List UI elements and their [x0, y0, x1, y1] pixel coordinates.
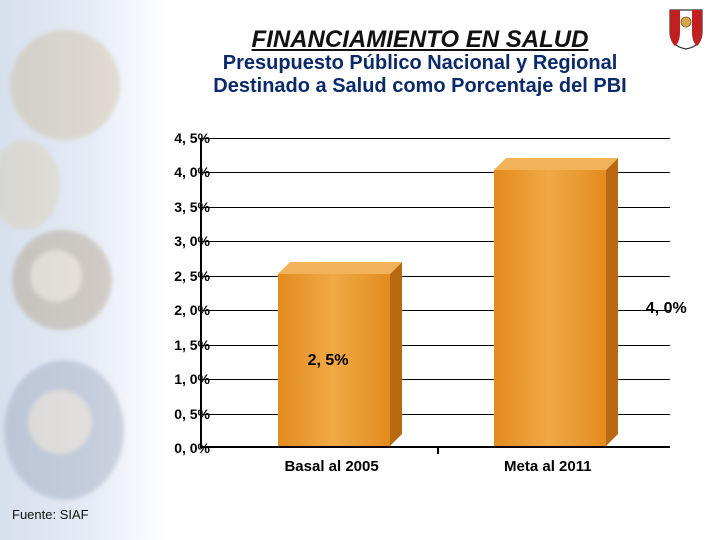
y-tick-label: 3, 0% — [150, 233, 210, 249]
bar-face — [494, 170, 606, 446]
x-category-label: Meta al 2011 — [468, 458, 628, 475]
plot-region: 2, 5%4, 0% — [200, 138, 670, 448]
slide-root: FINANCIAMIENTO EN SALUD Presupuesto Públ… — [0, 0, 720, 540]
subtitle-line-1: Presupuesto Público Nacional y Regional — [150, 52, 690, 75]
page-title: FINANCIAMIENTO EN SALUD — [150, 26, 690, 54]
y-tick-label: 0, 0% — [150, 440, 210, 456]
grid-line — [202, 138, 670, 139]
sidebar-faded-photo — [0, 0, 140, 540]
subtitle-line-2: Destinado a Salud como Porcentaje del PB… — [150, 75, 690, 98]
chart-area: 2, 5%4, 0% 0, 0%0, 5%1, 0%1, 5%2, 0%2, 5… — [130, 118, 690, 498]
y-tick-label: 1, 5% — [150, 337, 210, 353]
y-tick-label: 2, 5% — [150, 268, 210, 284]
bar-side — [606, 158, 618, 446]
bar-top — [494, 158, 618, 170]
y-tick-label: 3, 5% — [150, 199, 210, 215]
y-tick-label: 1, 0% — [150, 371, 210, 387]
source-label: Fuente: SIAF — [12, 507, 89, 522]
bar-side — [390, 262, 402, 446]
y-tick-label: 4, 5% — [150, 130, 210, 146]
bar-value-label: 4, 0% — [646, 300, 687, 318]
x-category-label: Basal al 2005 — [252, 458, 412, 475]
y-tick-label: 0, 5% — [150, 406, 210, 422]
y-tick-label: 4, 0% — [150, 164, 210, 180]
bar-value-label: 2, 5% — [308, 352, 349, 370]
bar — [494, 170, 606, 446]
page-subtitle: Presupuesto Público Nacional y Regional … — [150, 52, 690, 98]
x-minor-tick — [437, 448, 439, 454]
bar-top — [278, 262, 402, 274]
y-tick-label: 2, 0% — [150, 302, 210, 318]
